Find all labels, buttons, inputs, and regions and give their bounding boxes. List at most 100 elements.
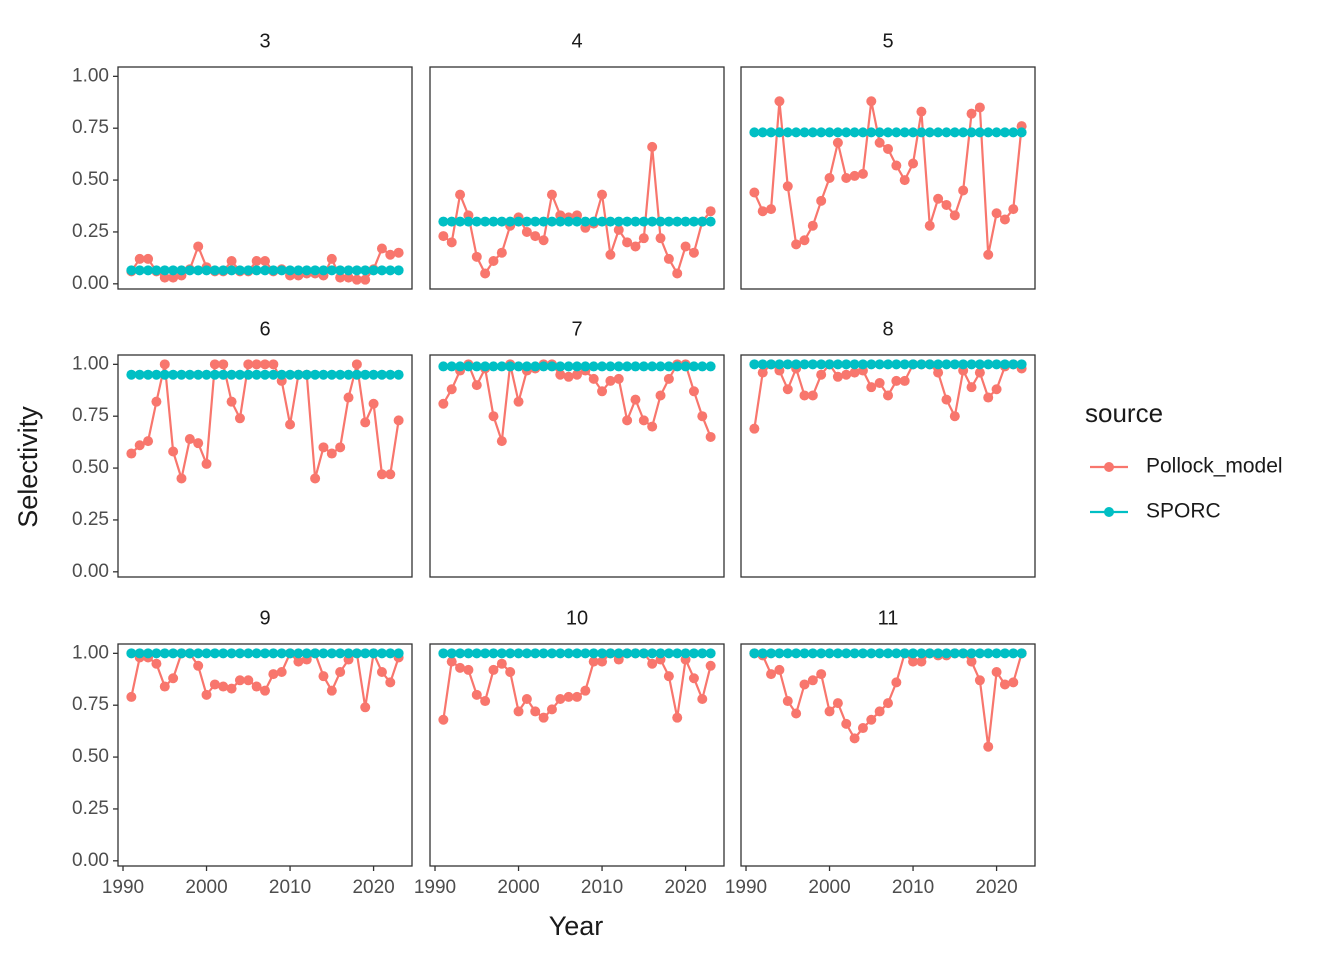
data-point xyxy=(226,369,237,380)
data-point xyxy=(891,648,902,659)
data-point xyxy=(647,361,658,372)
data-point xyxy=(630,216,641,227)
data-point xyxy=(326,265,337,276)
data-point xyxy=(446,648,457,659)
y-tick-label: 1.00 xyxy=(72,353,109,374)
data-point xyxy=(168,446,179,457)
data-point xyxy=(924,127,935,138)
data-point xyxy=(260,359,270,370)
data-point xyxy=(799,390,810,401)
data-point xyxy=(301,648,312,659)
data-point xyxy=(488,664,499,675)
data-point xyxy=(285,419,296,430)
panel-border xyxy=(429,66,725,290)
data-point xyxy=(293,648,304,659)
data-point xyxy=(143,369,154,380)
data-point xyxy=(218,359,229,370)
series-line xyxy=(130,363,400,483)
data-point xyxy=(463,648,474,659)
data-point xyxy=(488,361,499,372)
data-point xyxy=(588,216,599,227)
data-point xyxy=(335,265,346,276)
data-point xyxy=(816,359,827,370)
data-point xyxy=(824,359,835,370)
data-point xyxy=(276,667,287,678)
data-point xyxy=(126,648,137,659)
data-point xyxy=(343,265,354,276)
data-point xyxy=(849,367,860,378)
data-point xyxy=(883,143,893,154)
data-point xyxy=(999,127,1010,138)
data-point xyxy=(488,216,499,227)
data-point xyxy=(622,648,633,659)
data-point xyxy=(480,216,491,227)
data-point xyxy=(757,359,768,370)
data-point xyxy=(368,398,379,409)
panel-border xyxy=(117,66,413,290)
strip-label: 4 xyxy=(571,30,582,52)
data-point xyxy=(941,359,952,370)
data-point xyxy=(597,386,608,397)
data-point xyxy=(588,648,599,659)
data-point xyxy=(563,361,574,372)
data-point xyxy=(974,367,985,378)
data-point xyxy=(757,127,768,138)
data-point xyxy=(991,208,1002,219)
data-point xyxy=(268,669,279,680)
data-point xyxy=(488,648,499,659)
data-point xyxy=(774,96,785,107)
data-point xyxy=(705,206,716,217)
data-point xyxy=(791,359,802,370)
data-point xyxy=(134,369,145,380)
series-line xyxy=(442,651,712,720)
data-point xyxy=(680,216,691,227)
data-point xyxy=(393,415,404,426)
data-point xyxy=(496,648,507,659)
data-point xyxy=(251,648,262,659)
data-point xyxy=(572,361,582,372)
x-tick-label: 1990 xyxy=(102,877,144,898)
data-point xyxy=(799,679,810,690)
data-point xyxy=(883,648,893,659)
data-point xyxy=(530,706,541,717)
data-point xyxy=(638,361,649,372)
y-tick-label: 0.00 xyxy=(72,273,109,294)
data-point xyxy=(260,648,270,659)
strip-label: 7 xyxy=(571,318,582,340)
data-point xyxy=(335,369,346,380)
data-point xyxy=(757,206,768,217)
y-tick-label: 0.00 xyxy=(72,561,109,582)
data-point xyxy=(234,265,245,276)
strip-label: 3 xyxy=(259,30,270,52)
data-point xyxy=(126,691,137,702)
data-point xyxy=(663,648,674,659)
data-point xyxy=(368,265,379,276)
data-point xyxy=(849,359,860,370)
data-point xyxy=(605,361,616,372)
data-point xyxy=(243,369,254,380)
data-point xyxy=(816,648,827,659)
data-point xyxy=(546,648,557,659)
data-point xyxy=(766,359,777,370)
data-point xyxy=(260,369,270,380)
data-point xyxy=(480,648,491,659)
panel-border xyxy=(740,643,1036,867)
x-tick-label: 1990 xyxy=(414,877,456,898)
data-point xyxy=(908,648,919,659)
data-point xyxy=(580,648,591,659)
data-point xyxy=(343,272,354,283)
data-point xyxy=(251,265,262,276)
data-point xyxy=(234,675,245,686)
data-point xyxy=(958,185,969,196)
series-line xyxy=(753,101,1023,255)
data-point xyxy=(268,369,279,380)
data-point xyxy=(866,714,877,725)
data-point xyxy=(151,396,162,407)
data-point xyxy=(949,210,960,221)
data-point xyxy=(857,359,868,370)
data-point xyxy=(193,241,204,252)
data-point xyxy=(899,175,910,186)
data-point xyxy=(343,648,354,659)
data-point xyxy=(933,359,944,370)
data-point xyxy=(521,361,532,372)
